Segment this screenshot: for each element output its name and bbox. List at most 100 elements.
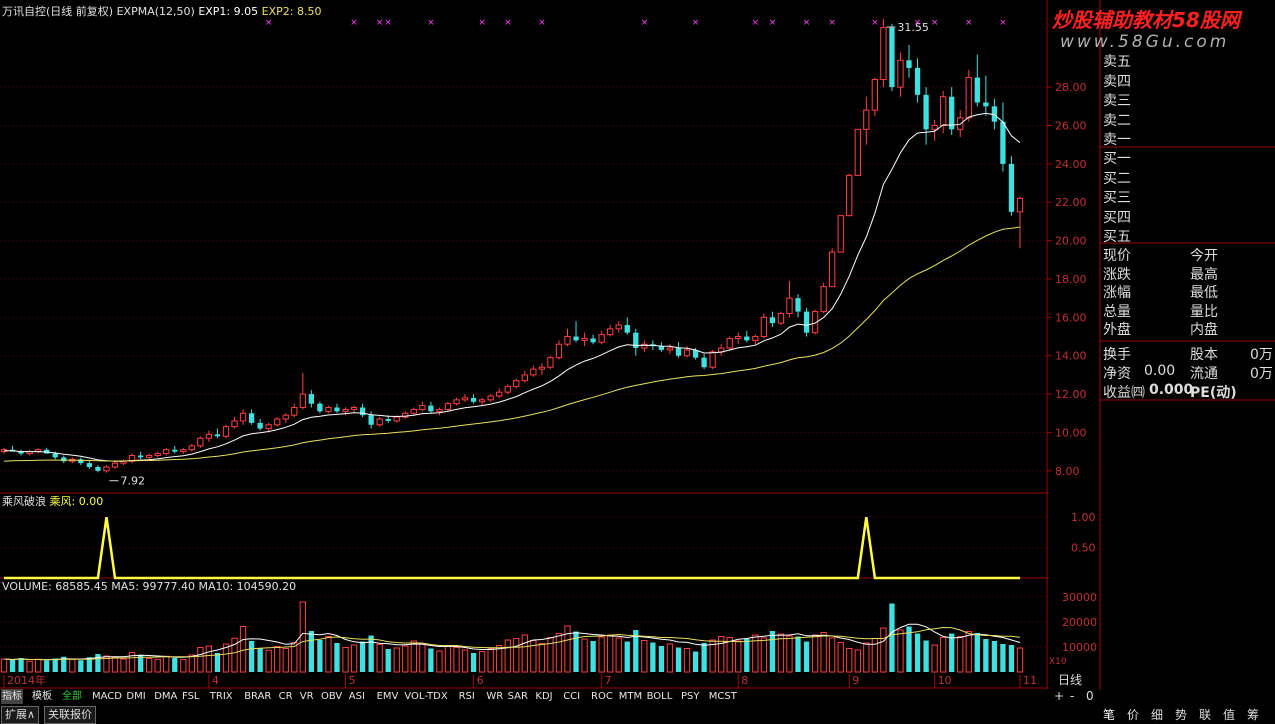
max-price-label: 31.55 xyxy=(897,21,929,34)
candle-body-down xyxy=(983,102,989,107)
exp2-line xyxy=(3,226,1021,462)
price-tick-label: 16.00 xyxy=(1055,311,1087,324)
volume-bar-down xyxy=(334,643,340,672)
indicator-tab-kdj[interactable]: KDJ xyxy=(535,691,553,702)
indicator-tab-emv[interactable]: EMV xyxy=(376,691,399,702)
indicator-tab-fsl[interactable]: FSL xyxy=(182,691,200,702)
right-tab-1[interactable]: 笔 xyxy=(1103,708,1116,722)
indicator-tab-wr[interactable]: WR xyxy=(486,691,504,702)
candle-body-up xyxy=(1016,197,1024,213)
indicator-tab-roc[interactable]: ROC xyxy=(591,691,613,702)
float-value: 0万 xyxy=(1250,366,1273,382)
price-tick-label: 24.00 xyxy=(1055,158,1087,171)
expand-button[interactable]: 扩展∧ xyxy=(1,706,40,724)
volume-bar-up xyxy=(154,658,161,673)
indicator-tab-voltdx[interactable]: VOL-TDX xyxy=(404,691,448,702)
ask-level-2: 卖四 xyxy=(1103,73,1131,90)
zoom-out-button[interactable]: - xyxy=(1070,689,1075,703)
indicator-tab-obv[interactable]: OBV xyxy=(321,691,343,702)
indicator-tab-rsi[interactable]: RSI xyxy=(458,691,475,702)
related-quotes-button[interactable]: 关联报价 xyxy=(44,706,96,724)
event-marker: × xyxy=(752,18,760,28)
volume-bar-up xyxy=(291,642,298,673)
right-tab-6[interactable]: 值 xyxy=(1223,708,1236,722)
volume-bar-down xyxy=(9,660,16,672)
indicator-tab-trix[interactable]: TRIX xyxy=(209,691,233,702)
indicator-tab-mtm[interactable]: MTM xyxy=(618,691,643,702)
volume-bar-up xyxy=(436,650,443,673)
indicator-tab-psy[interactable]: PSY xyxy=(681,691,700,702)
volume-bar-up xyxy=(145,658,153,673)
candle-body-down xyxy=(675,348,682,356)
candle-body-up xyxy=(752,336,759,341)
indicator-tab-cci[interactable]: CCI xyxy=(563,691,581,702)
candle-body-up xyxy=(811,311,819,334)
ask-level-5: 卖一 xyxy=(1103,132,1131,148)
candle-body-up xyxy=(325,407,332,412)
volume-bar-up xyxy=(829,637,836,673)
stat-label-right: 今开 xyxy=(1190,248,1218,264)
right-tab-3[interactable]: 细 xyxy=(1151,708,1164,722)
volume-bar-up xyxy=(666,643,674,673)
volume-bar-up xyxy=(863,642,870,673)
right-tab-7[interactable]: 筹 xyxy=(1247,708,1260,722)
price-tick-label: 14.00 xyxy=(1055,350,1087,363)
indicator-tab-boll[interactable]: BOLL xyxy=(646,691,673,702)
event-marker: × xyxy=(965,18,973,28)
indicator-tab-brar[interactable]: BRAR xyxy=(244,691,272,702)
volume-bar-down xyxy=(385,649,391,672)
indicator-tab-templates[interactable]: 模板 xyxy=(32,691,52,702)
volume-bar-up xyxy=(854,649,861,673)
candle-body-down xyxy=(334,407,340,412)
indicator-tab-dmi[interactable]: DMI xyxy=(126,691,146,702)
candle-body-up xyxy=(487,395,494,401)
period-label[interactable]: 日线 xyxy=(1058,673,1083,687)
volume-bar-up xyxy=(180,659,187,673)
indicator-tab-sar[interactable]: SAR xyxy=(507,691,528,702)
candle-body-up xyxy=(453,399,460,405)
zoom-reset-button[interactable]: 0 xyxy=(1086,689,1094,703)
candle-body-up xyxy=(111,462,119,468)
right-tab-5[interactable]: 联 xyxy=(1199,708,1212,722)
indicator-tab-cr[interactable]: CR xyxy=(278,691,293,702)
event-marker: × xyxy=(871,18,879,28)
bid-level-5: 买五 xyxy=(1103,229,1131,245)
indicator-tab-macd[interactable]: MACD xyxy=(92,691,122,702)
candle-body-down xyxy=(658,346,665,350)
volume-bar-down xyxy=(214,653,221,672)
volume-bar-down xyxy=(317,640,323,672)
candle-body-up xyxy=(376,418,383,426)
volume-bar-up xyxy=(26,660,33,673)
volume-bar-down xyxy=(359,641,366,672)
volume-bar-down xyxy=(308,631,315,672)
zoom-in-button[interactable]: + xyxy=(1054,689,1065,703)
indicator-tab-mcst[interactable]: MCST xyxy=(708,691,737,702)
candle-body-down xyxy=(991,106,998,122)
volume-ma5-label: MA5: 99777.40 xyxy=(111,580,195,593)
stat-label-right: 最低 xyxy=(1190,285,1218,301)
candle-body-up xyxy=(521,374,528,382)
volume-bar-up xyxy=(120,658,127,673)
bid-level-2: 买二 xyxy=(1103,170,1131,187)
right-tab-4[interactable]: 势 xyxy=(1175,708,1188,722)
volume-ma10-line xyxy=(3,626,1021,661)
volume-bar-down xyxy=(52,658,58,672)
indicator-tab-vr[interactable]: VR xyxy=(299,691,314,702)
indicator-tab-all[interactable]: 全部 xyxy=(62,691,82,702)
indicator-tab-asi[interactable]: ASI xyxy=(348,691,365,702)
xaxis-tick-label: 7 xyxy=(605,674,612,687)
candle-body-up xyxy=(940,96,947,127)
volume-bar-down xyxy=(624,641,630,672)
candle-body-up xyxy=(282,414,289,420)
stat-label-left: 外盘 xyxy=(1103,322,1131,338)
candle-body-down xyxy=(949,96,955,130)
quote-panel: 卖五 卖四 卖三 卖二 卖一 买一 买二 买三 买四 买五 现价 涨跌 涨幅 总量 外盘 今开 最高 最低 量比… xyxy=(1048,0,1275,690)
price-tick-label: 12.00 xyxy=(1055,388,1087,401)
indicator-tab-indicators[interactable]: 指标 xyxy=(1,689,23,704)
volume-bar-down xyxy=(991,641,998,672)
volume-bar-up xyxy=(811,634,819,673)
right-tab-2[interactable]: 价 xyxy=(1127,708,1140,722)
indicator-tab-dma[interactable]: DMA xyxy=(154,691,178,702)
event-marker: × xyxy=(692,18,700,28)
